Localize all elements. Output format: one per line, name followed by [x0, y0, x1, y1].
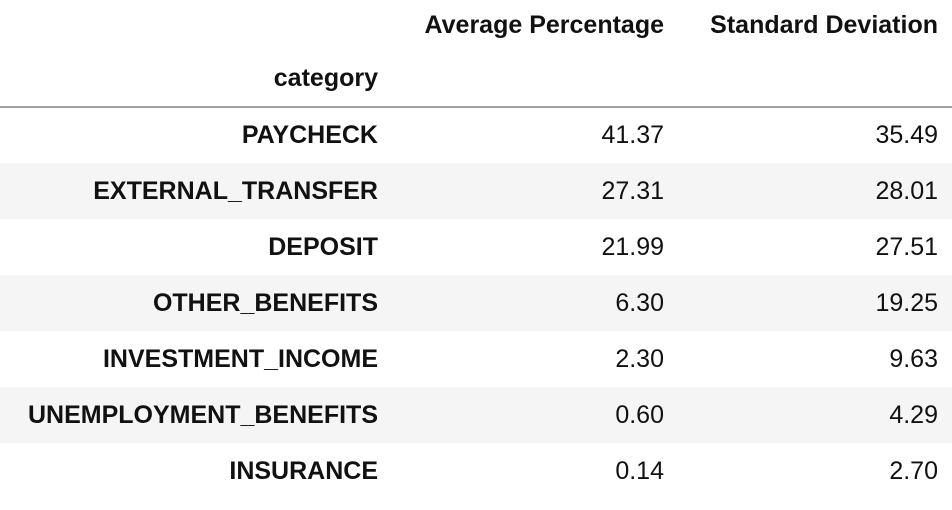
table-row: EXTERNAL_TRANSFER 27.31 28.01	[0, 163, 952, 219]
cell-average-percentage: 2.30	[615, 344, 664, 373]
cell-average-percentage: 0.14	[615, 456, 664, 485]
index-name-row: category	[0, 50, 952, 108]
row-index-label: UNEMPLOYMENT_BENEFITS	[27, 400, 378, 429]
column-header-row: Average Percentage Standard Deviation	[0, 0, 952, 50]
cell-standard-deviation: 35.49	[875, 121, 938, 149]
row-index-label: INSURANCE	[229, 456, 378, 485]
cell-standard-deviation: 9.63	[889, 344, 938, 373]
cell-standard-deviation: 2.70	[889, 456, 938, 485]
table-row: OTHER_BENEFITS 6.30 19.25	[0, 275, 952, 331]
cell-standard-deviation: 4.29	[889, 400, 938, 429]
cell-standard-deviation: 19.25	[875, 288, 938, 317]
cell-average-percentage: 0.60	[615, 400, 664, 429]
row-index-label: PAYCHECK	[241, 121, 378, 149]
cell-standard-deviation: 28.01	[875, 176, 938, 205]
table-row: DEPOSIT 21.99 27.51	[0, 219, 952, 275]
cell-standard-deviation: 27.51	[875, 232, 938, 261]
row-index-label: INVESTMENT_INCOME	[102, 344, 378, 373]
index-name-filler	[392, 50, 676, 108]
column-header-average-percentage: Average Percentage	[424, 10, 664, 39]
cell-average-percentage: 27.31	[601, 176, 664, 205]
corner-cell	[0, 0, 392, 50]
row-index-label: EXTERNAL_TRANSFER	[93, 176, 378, 205]
cell-average-percentage: 6.30	[615, 288, 664, 317]
table-row: PAYCHECK 41.37 35.49	[0, 107, 952, 163]
table-header: Average Percentage Standard Deviation ca…	[0, 0, 952, 108]
index-name-header: category	[0, 50, 392, 108]
row-index-label: DEPOSIT	[268, 232, 378, 261]
table-row: INSURANCE 0.14 2.70	[0, 443, 952, 499]
table-row: UNEMPLOYMENT_BENEFITS 0.60 4.29	[0, 387, 952, 443]
column-header-standard-deviation: Standard Deviation	[710, 10, 938, 39]
index-name-filler	[676, 50, 952, 108]
table-row: INVESTMENT_INCOME 2.30 9.63	[0, 331, 952, 387]
data-table: Average Percentage Standard Deviation ca…	[0, 0, 952, 499]
cell-average-percentage: 21.99	[601, 232, 664, 261]
row-index-label: OTHER_BENEFITS	[152, 288, 378, 317]
table-body: PAYCHECK 41.37 35.49 EXTERNAL_TRANSFER 27.31…	[0, 107, 952, 499]
cell-average-percentage: 41.37	[601, 121, 664, 149]
